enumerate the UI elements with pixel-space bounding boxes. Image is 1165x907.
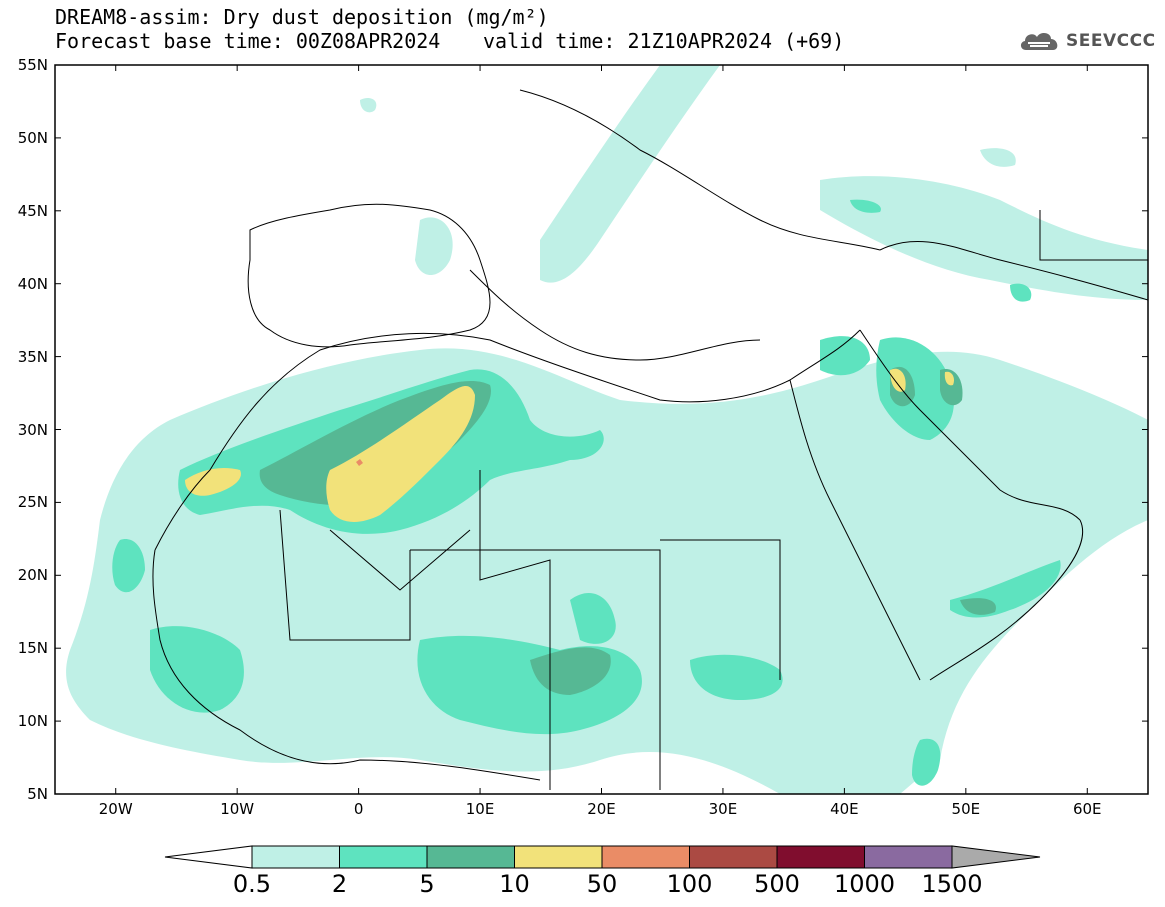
colorbar-label: 0.5: [232, 870, 272, 898]
colorbar-label: 100: [666, 870, 713, 898]
colorbar: [164, 845, 1041, 869]
colorbar-segment: [864, 845, 953, 869]
colorbar-segment: [426, 845, 515, 869]
lat-label: 25N: [17, 493, 48, 512]
coastlines: [152, 89, 1148, 790]
lat-label: 15N: [17, 639, 48, 658]
lon-label: 20E: [587, 800, 616, 818]
colorbar-label: 1000: [833, 870, 896, 898]
dust-field: [66, 65, 1148, 794]
lat-label: 50N: [17, 128, 48, 147]
lon-label: 10W: [220, 800, 255, 818]
axis-ticks: [55, 64, 1148, 795]
lon-label: 20W: [98, 800, 133, 818]
forecast-base-time: Forecast base time: 00Z08APR2024: [55, 29, 441, 53]
colorbar-high-arrow: [951, 845, 1041, 869]
lat-label: 5N: [27, 785, 48, 803]
colorbar-segment: [601, 845, 690, 869]
colorbar-label: 5: [419, 870, 435, 898]
lon-label: 40E: [830, 800, 859, 818]
lon-label: 50E: [951, 800, 981, 818]
lon-label: 10E: [465, 800, 495, 818]
colorbar-segment: [514, 845, 603, 869]
lat-label: 30N: [17, 420, 48, 439]
colorbar-low-arrow: [164, 845, 253, 869]
logo-text: SEEVCCC: [1066, 31, 1156, 51]
colorbar-segment: [689, 845, 778, 869]
lon-label: 60E: [1072, 800, 1102, 818]
lat-label: 45N: [17, 201, 48, 220]
colorbar-segment: [251, 845, 340, 869]
peak-deposition-spot: [356, 459, 363, 466]
lon-label: 0: [353, 800, 364, 818]
colorbar-label: 10: [499, 870, 530, 898]
lat-label: 40N: [17, 274, 48, 293]
colorbar-label: 1500: [921, 870, 983, 898]
colorbar-label: 50: [586, 870, 618, 898]
colorbar-segment: [776, 845, 865, 869]
lon-label: 30E: [708, 800, 738, 818]
colorbar-label: 2: [331, 870, 348, 898]
lat-label: 55N: [17, 56, 48, 74]
lat-label: 35N: [17, 347, 48, 366]
colorbar-label: 500: [754, 870, 800, 898]
cloud-icon: [1020, 33, 1058, 50]
valid-time: valid time: 21Z10APR2024 (+69): [483, 29, 845, 53]
lat-label: 20N: [17, 566, 48, 585]
seevccc-logo: SEEVCCC: [1018, 28, 1156, 54]
colorbar-segment: [339, 845, 428, 869]
map-title: DREAM8-assim: Dry dust deposition (mg/m²…: [55, 5, 549, 29]
lat-label: 10N: [17, 712, 48, 731]
